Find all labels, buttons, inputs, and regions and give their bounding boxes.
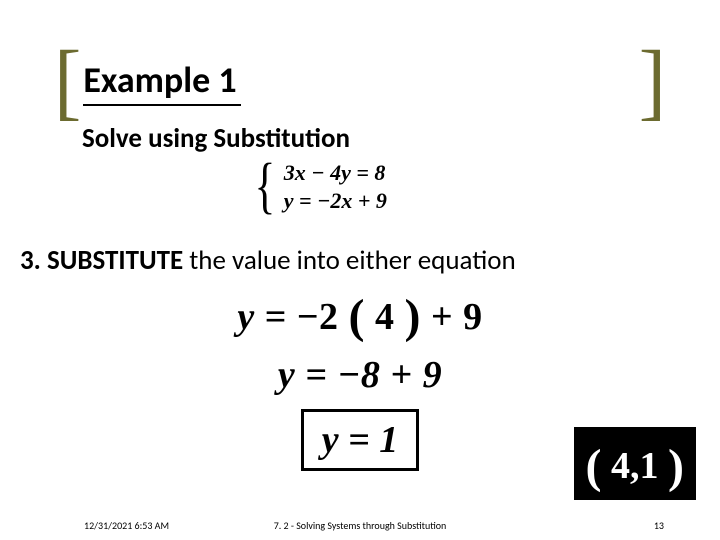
slide-title: Example 1 [83,58,240,106]
w1-lhs: y [237,296,254,338]
title-row: [ Example 1 ] [54,56,666,106]
w1-val: 4 [375,296,395,338]
subtitle: Solve using Substitution [82,122,350,155]
footer-timestamp: 12/31/2021 6:53 AM [84,519,169,532]
brace-icon: { [254,162,275,212]
footer-page-number: 13 [654,519,664,532]
work-column: y = −2 ( 4 ) + 9 y = −8 + 9 y = 1 [150,286,570,471]
sol-lparen: ( [586,440,602,493]
step-keyword: SUBSTITUTE [47,244,183,277]
w1-eq: = [265,296,287,338]
w1-lparen: ( [349,290,365,343]
footer-title: 7. 2 - Solving Systems through Substitut… [274,519,447,532]
right-bracket-icon: ] [639,55,666,107]
footer: 12/31/2021 6:53 AM 7. 2 - Solving System… [0,519,720,532]
step-number: 3. [20,244,41,277]
sol-rparen: ) [668,440,684,493]
equation-system: { 3x − 4y = 8 y = −2x + 9 [250,160,387,214]
work-line-1: y = −2 ( 4 ) + 9 [237,286,482,341]
w1-plus9: + 9 [431,296,483,338]
solution-box: ( 4,1 ) [574,427,696,500]
sol-text: 4,1 [611,445,659,487]
system-eq-2: y = −2x + 9 [284,188,387,214]
boxed-result: y = 1 [301,409,420,471]
left-bracket-icon: [ [54,55,81,107]
system-lines: 3x − 4y = 8 y = −2x + 9 [284,160,387,214]
step-rest: the value into either equation [189,244,515,277]
w1-rparen: ) [405,290,421,343]
work-line-2: y = −8 + 9 [278,353,442,397]
w1-neg2: −2 [297,296,339,338]
system-eq-1: 3x − 4y = 8 [284,160,387,186]
step-instruction: 3. SUBSTITUTE the value into either equa… [20,244,516,277]
